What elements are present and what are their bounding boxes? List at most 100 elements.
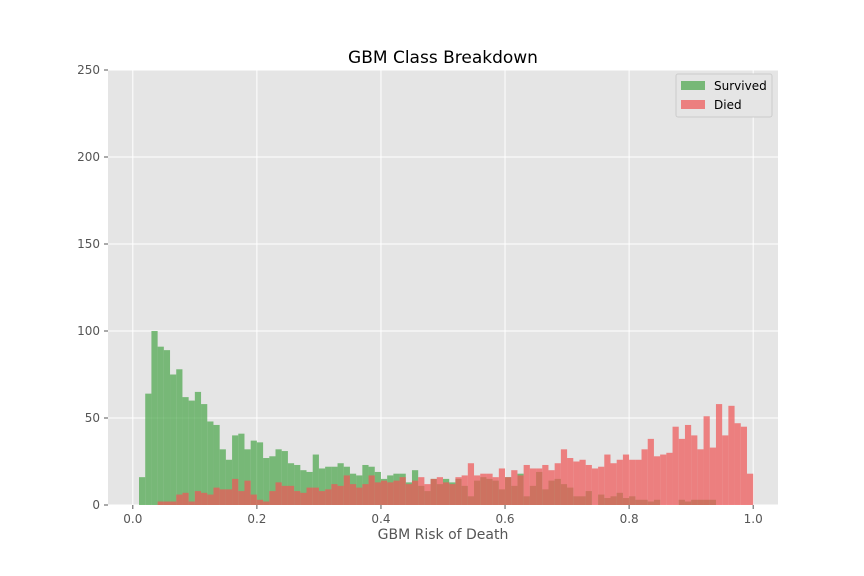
bar-died-82 — [641, 449, 648, 505]
bar-died-30 — [318, 491, 326, 505]
bar-survived-16 — [232, 435, 239, 505]
bar-died-20 — [256, 499, 264, 505]
bar-died-42 — [393, 480, 400, 505]
bar-died-99 — [746, 473, 754, 505]
bar-survived-20 — [256, 442, 264, 505]
bar-survived-18 — [244, 449, 251, 505]
bar-died-39 — [374, 482, 381, 505]
bar-died-21 — [263, 501, 270, 505]
bar-died-67 — [548, 470, 555, 505]
bar-died-85 — [660, 454, 667, 505]
bar-died-77 — [610, 463, 617, 505]
bar-died-64 — [529, 468, 537, 505]
bar-survived-8 — [182, 397, 189, 505]
bar-survived-13 — [213, 424, 220, 505]
x-tick-label: 0.2 — [247, 512, 266, 526]
bar-died-9 — [188, 501, 195, 505]
y-tick-label: 200 — [77, 150, 100, 164]
bar-died-91 — [697, 449, 704, 505]
bar-died-45 — [411, 480, 419, 505]
bar-died-43 — [399, 477, 406, 505]
bar-survived-15 — [225, 459, 233, 505]
bar-died-96 — [728, 405, 735, 505]
legend-swatch-survived — [681, 81, 705, 90]
bar-survived-17 — [238, 433, 245, 505]
bar-survived-6 — [170, 374, 177, 505]
bar-died-29 — [312, 487, 319, 505]
x-tick-label: 0.6 — [495, 512, 514, 526]
bar-survived-12 — [207, 421, 214, 505]
bar-died-13 — [213, 487, 220, 505]
bar-died-88 — [678, 438, 685, 505]
bar-died-15 — [225, 489, 233, 505]
bar-died-46 — [418, 477, 425, 505]
bar-died-87 — [672, 426, 679, 505]
bar-died-32 — [331, 484, 338, 505]
bar-died-80 — [629, 459, 636, 505]
bar-died-23 — [275, 482, 282, 505]
bar-died-37 — [362, 484, 369, 505]
bar-died-12 — [207, 494, 214, 505]
bar-survived-1 — [139, 477, 146, 505]
bar-died-68 — [554, 463, 561, 505]
bar-died-6 — [170, 501, 177, 505]
bar-died-36 — [356, 487, 363, 505]
bar-died-97 — [734, 423, 741, 505]
bar-survived-26 — [294, 464, 301, 505]
bar-died-22 — [269, 491, 276, 505]
bar-died-11 — [201, 492, 208, 505]
bar-survived-11 — [201, 404, 208, 505]
bar-survived-25 — [287, 463, 295, 505]
x-axis-ticks: 0.0 0.2 0.4 0.6 0.8 1.0 — [123, 505, 763, 526]
bar-died-73 — [585, 464, 592, 505]
bar-died-83 — [647, 438, 654, 505]
legend-label-survived: Survived — [714, 79, 767, 93]
bar-survived-19 — [250, 440, 257, 505]
bar-died-31 — [325, 489, 332, 505]
bar-died-79 — [622, 454, 630, 505]
bar-died-76 — [604, 454, 611, 505]
bar-died-5 — [163, 501, 171, 505]
bar-died-55 — [474, 475, 481, 505]
y-tick-label: 150 — [77, 237, 100, 251]
y-tick-label: 0 — [92, 498, 100, 512]
bar-died-78 — [616, 459, 623, 505]
legend-swatch-died — [681, 100, 705, 109]
x-tick-label: 0.8 — [620, 512, 639, 526]
legend: Survived Died — [675, 73, 773, 118]
bar-survived-9 — [188, 400, 195, 505]
bar-survived-14 — [219, 449, 226, 505]
bar-died-60 — [505, 477, 512, 505]
bar-died-47 — [424, 484, 431, 505]
bar-died-25 — [287, 485, 295, 505]
bar-died-7 — [176, 494, 183, 505]
x-tick-label: 0.0 — [123, 512, 142, 526]
bar-died-35 — [349, 484, 357, 505]
bar-died-49 — [436, 477, 443, 505]
bar-died-51 — [449, 484, 456, 505]
bar-survived-2 — [145, 393, 152, 505]
bar-died-71 — [573, 461, 580, 505]
bar-died-16 — [232, 478, 239, 505]
bar-died-62 — [517, 475, 524, 505]
x-axis-label: GBM Risk of Death — [378, 527, 509, 543]
x-tick-label: 1.0 — [744, 512, 763, 526]
bar-survived-5 — [163, 350, 171, 505]
bar-died-44 — [405, 484, 412, 505]
bar-died-95 — [722, 435, 729, 505]
bar-died-34 — [343, 475, 350, 505]
x-tick-label: 0.4 — [371, 512, 390, 526]
bar-survived-30 — [318, 468, 326, 505]
bar-died-10 — [194, 491, 202, 505]
bar-died-63 — [523, 464, 530, 505]
bar-died-19 — [250, 494, 257, 505]
bar-survived-10 — [194, 391, 202, 505]
bar-survived-3 — [151, 331, 158, 505]
bar-died-14 — [219, 489, 226, 505]
bar-died-54 — [467, 463, 475, 505]
bar-died-61 — [511, 470, 518, 505]
bar-died-56 — [480, 473, 487, 505]
bar-died-70 — [567, 458, 574, 505]
bar-survived-22 — [269, 456, 276, 505]
